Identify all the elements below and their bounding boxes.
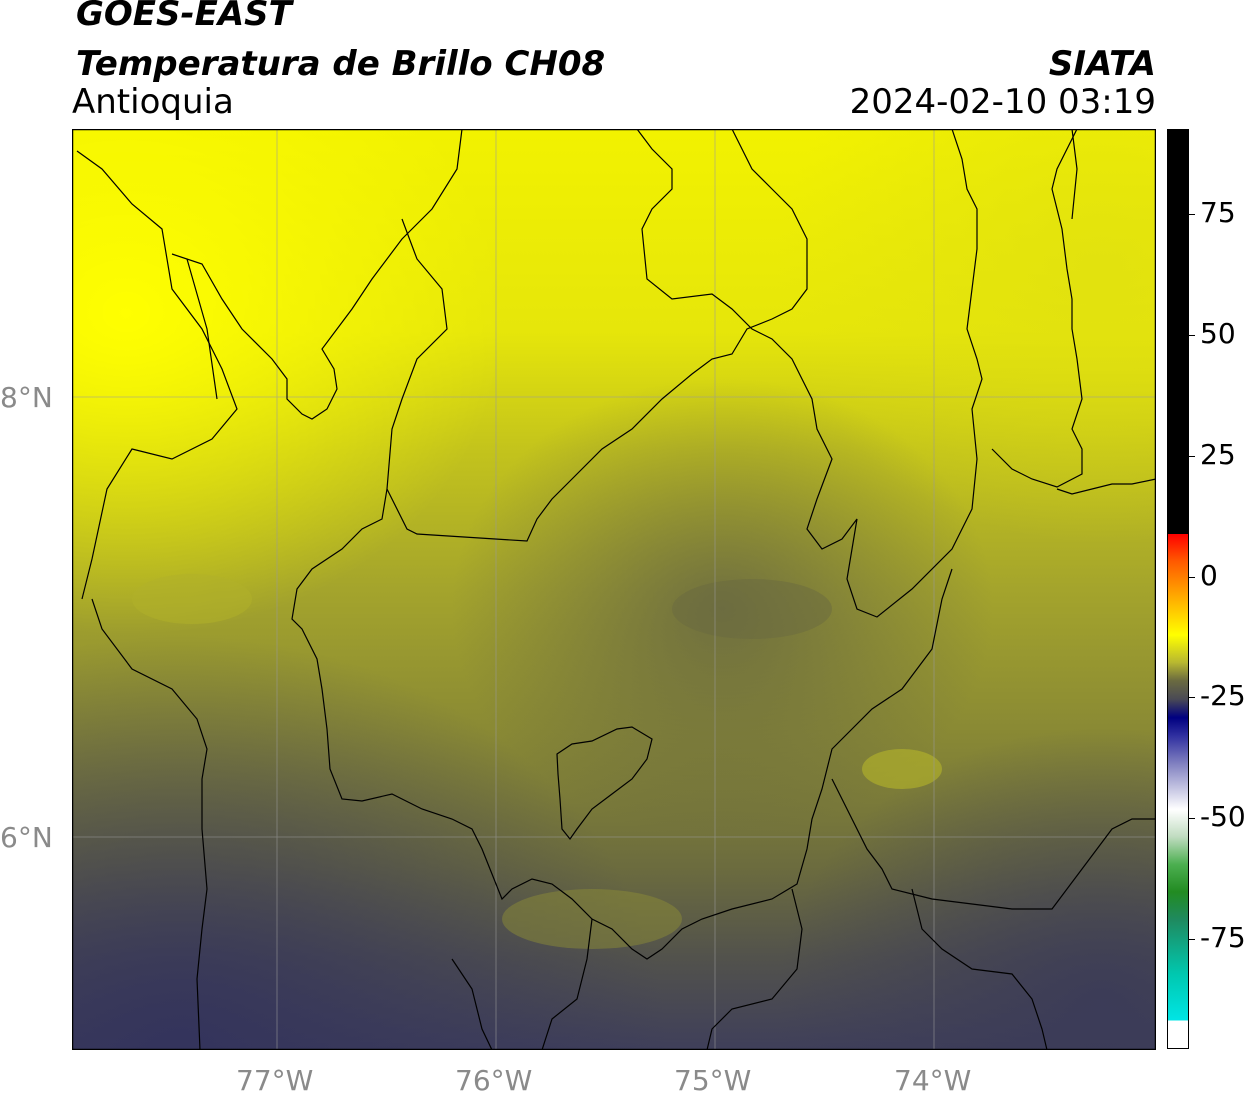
brightness-temperature-map: [72, 129, 1156, 1050]
satellite-title: GOES-EAST: [76, 0, 292, 34]
region-label: Antioquia: [72, 82, 234, 122]
lon-label-75w: 75°W: [674, 1064, 752, 1097]
product-title: Temperatura de Brillo CH08: [76, 44, 606, 84]
lon-label-76w: 76°W: [455, 1064, 533, 1097]
colorbar-tick-25: 25: [1200, 438, 1236, 471]
datetime-label: 2024-02-10 03:19: [849, 82, 1156, 122]
administrative-borders: [76, 129, 1156, 1050]
lon-label-77w: 77°W: [236, 1064, 314, 1097]
colorbar-tick-0: 0: [1200, 559, 1218, 592]
colorbar-tick-minus50: -50: [1200, 800, 1246, 833]
source-label: SIATA: [1048, 44, 1156, 84]
lon-label-74w: 74°W: [894, 1064, 972, 1097]
colorbar: [1167, 129, 1189, 1049]
colorbar-tick-75: 75: [1200, 196, 1236, 229]
lat-label-6n: 6°N: [0, 821, 53, 854]
colorbar-tick-minus75: -75: [1200, 921, 1246, 954]
colorbar-tick-50: 50: [1200, 317, 1236, 350]
graticule: [72, 129, 1156, 1050]
lat-label-8n: 8°N: [0, 381, 53, 414]
colorbar-tick-minus25: -25: [1200, 679, 1246, 712]
